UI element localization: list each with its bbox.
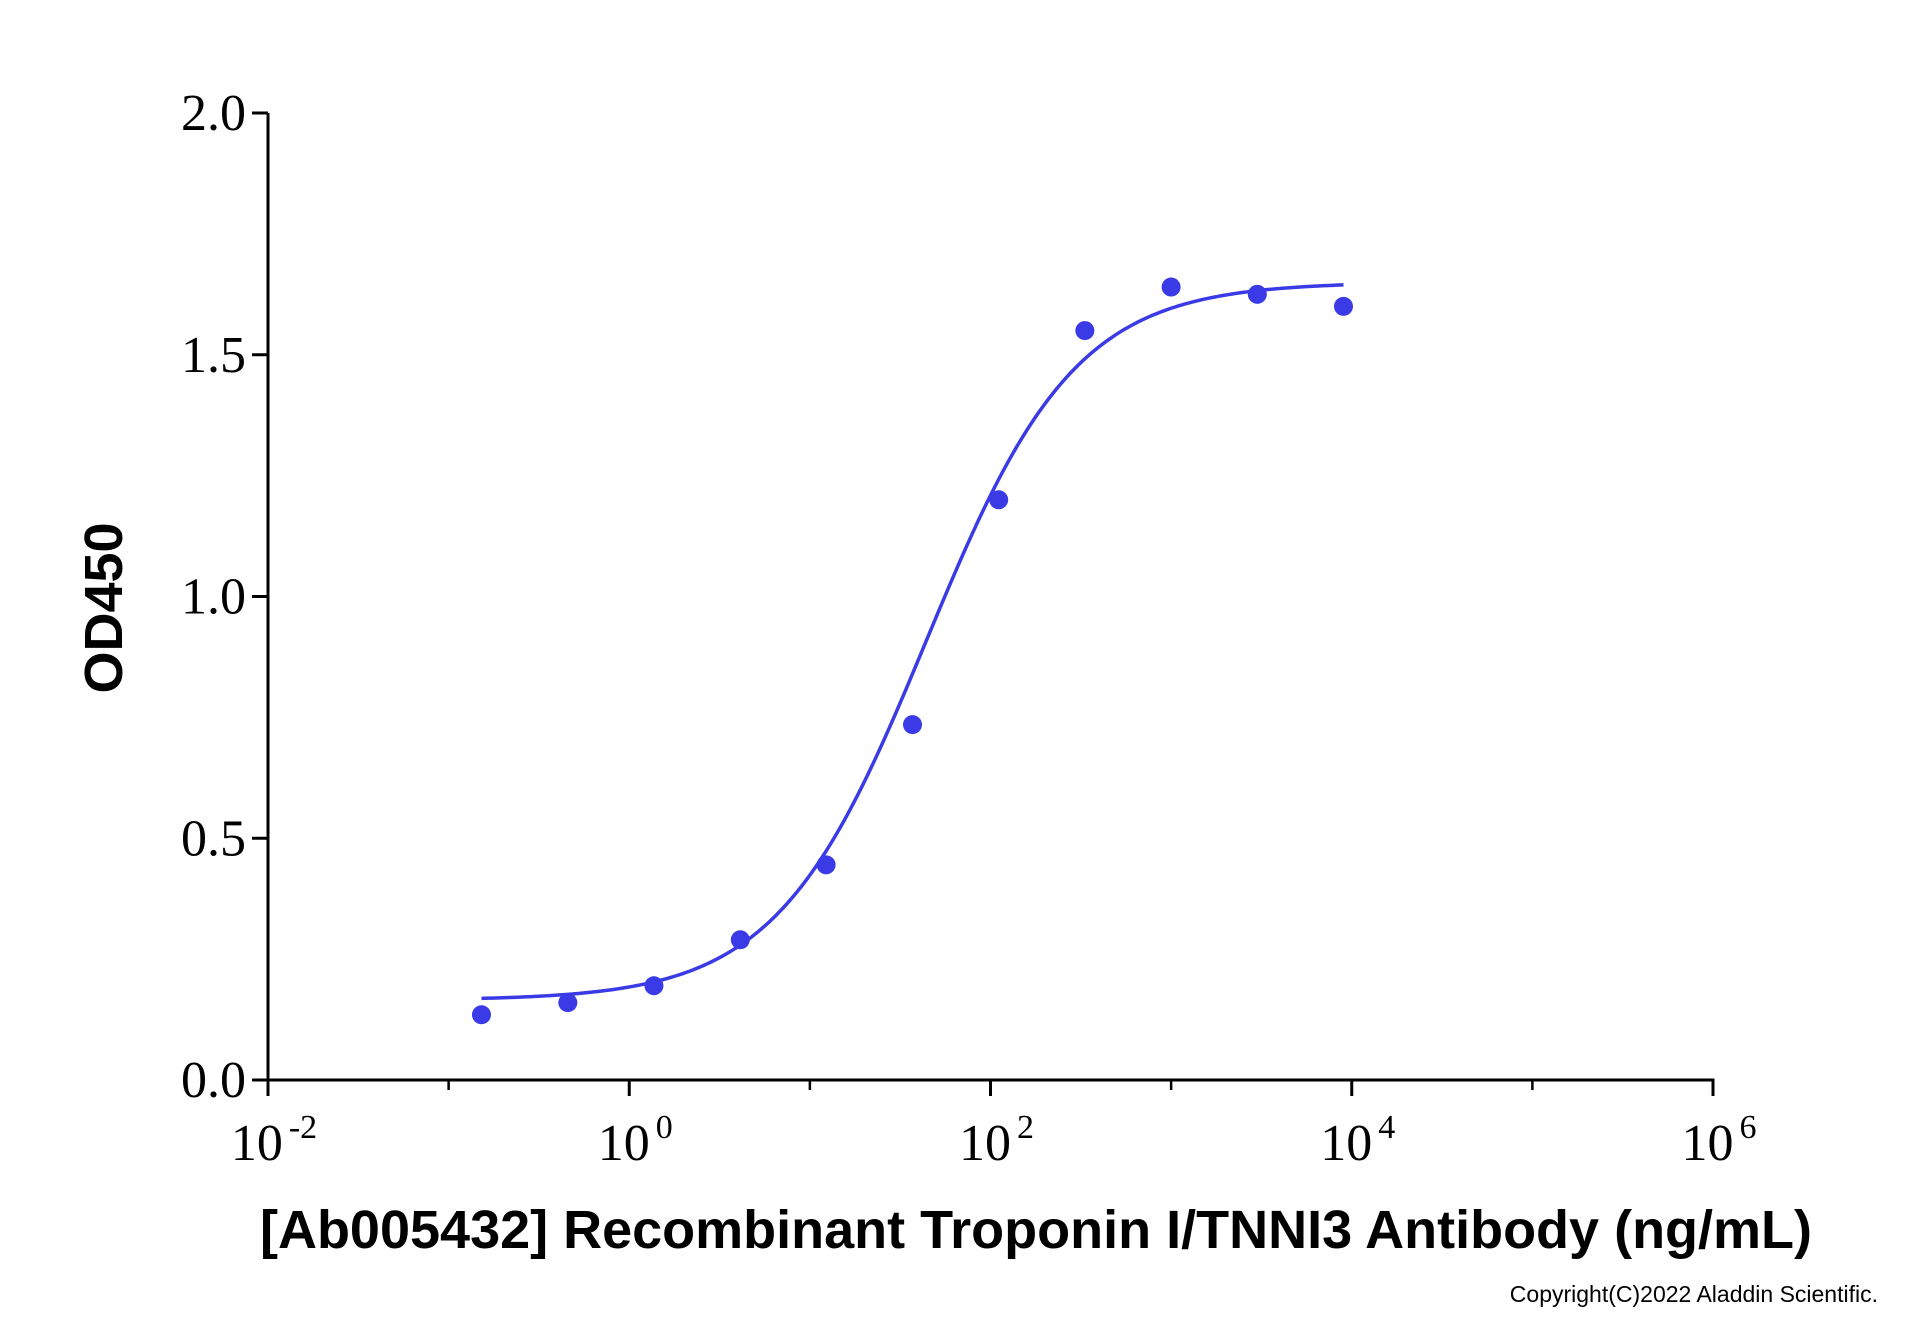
y-tick-label: 2.0	[181, 85, 246, 142]
data-point	[730, 930, 750, 950]
x-tick-label: 10 4	[1320, 1109, 1395, 1172]
data-point	[471, 1005, 491, 1025]
data-point	[558, 993, 578, 1013]
y-tick-label: 0.5	[181, 810, 246, 867]
x-tick-label: 10 6	[1682, 1109, 1757, 1172]
y-axis-title: OD450	[74, 522, 134, 693]
y-tick-label: 1.5	[181, 327, 246, 384]
fit-curve	[481, 283, 1344, 1001]
y-tick-label: 1.0	[181, 569, 246, 626]
x-axis-title: [Ab005432] Recombinant Troponin I/TNNI3 …	[260, 1200, 1812, 1260]
x-tick-label: 10 -2	[231, 1109, 317, 1172]
y-tick-label: 0.0	[181, 1052, 246, 1109]
x-tick-label: 10 0	[598, 1109, 673, 1172]
data-point	[1161, 277, 1181, 297]
data-point	[1247, 284, 1267, 304]
plot-area: 0.0 0.5 1.0 1.5 2.0 10 -2 10 0 10 2 10 4 10 6	[181, 85, 1757, 1172]
data-point	[989, 490, 1009, 510]
data-point	[1075, 321, 1095, 341]
copyright-notice: Copyright(C)2022 Aladdin Scientific.	[1510, 1281, 1878, 1307]
data-point	[903, 715, 923, 735]
x-tick-label: 10 2	[959, 1109, 1034, 1172]
data-point	[644, 976, 664, 996]
data-point	[816, 855, 836, 875]
data-point	[1333, 296, 1353, 316]
